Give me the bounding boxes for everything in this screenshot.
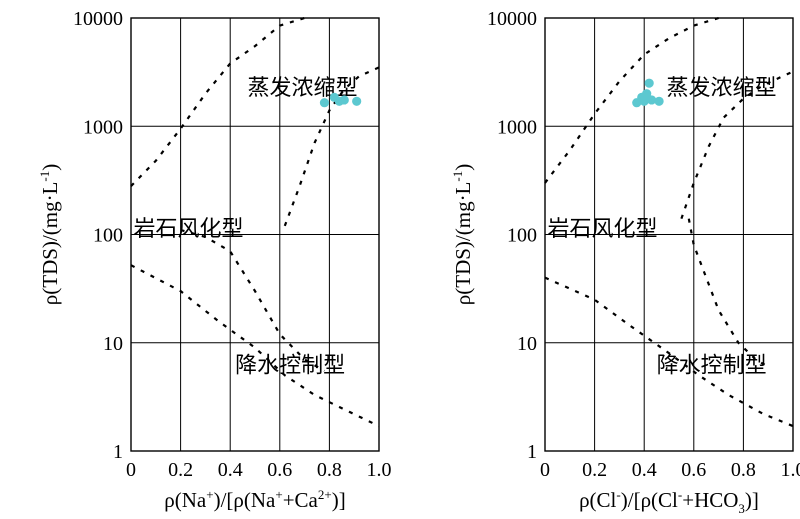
data-point [319, 98, 330, 108]
plot-frame [544, 17, 794, 452]
data-point [352, 96, 362, 106]
x-tick-label: 0.2 [582, 459, 607, 481]
y-tick-label: 1 [113, 441, 123, 463]
x-tick-label: 1.0 [781, 459, 800, 481]
y-tick-label: 10 [517, 333, 537, 355]
y-axis-label: ρ(TDS)/(mg·L-1) [450, 164, 475, 305]
x-tick-label: 0 [540, 459, 550, 481]
data-point [647, 95, 657, 105]
boundary-curve [687, 218, 769, 368]
x-tick-label: 0.2 [168, 459, 193, 481]
x-tick-label: 0.8 [731, 459, 756, 481]
plot-frame [130, 17, 380, 452]
boundary-curve [130, 16, 305, 187]
y-tick-label: 100 [93, 225, 123, 247]
y-tick-label: 1000 [497, 116, 537, 138]
x-tick-label: 0.6 [267, 459, 292, 481]
y-tick-label: 1 [527, 441, 537, 463]
data-point [654, 96, 664, 106]
data-point [642, 89, 652, 99]
x-tick-label: 0.4 [218, 459, 243, 481]
region-label: 降水控制型 [657, 353, 767, 378]
boundary-curve [544, 16, 719, 184]
y-axis-label: ρ(TDS)/(mg·L-1) [37, 164, 62, 305]
boundary-curve [180, 228, 325, 372]
data-point [639, 96, 649, 106]
data-point [644, 78, 654, 88]
data-point [339, 95, 349, 105]
x-tick-label: 0.6 [681, 459, 706, 481]
x-tick-label: 0.4 [632, 459, 657, 481]
x-tick-label: 1.0 [367, 459, 392, 481]
chart-panel-2: 0 0.2 0.4 0.6 0.8 1.0 1 10 100 1000 10000 蒸发浓缩型岩石风化… [450, 8, 800, 516]
boundary-curve [283, 66, 380, 227]
x-tick-label: 0.8 [317, 459, 342, 481]
region-label: 蒸发浓缩型 [667, 76, 777, 101]
y-tick-label: 10 [103, 333, 123, 355]
x-axis-label: ρ(Na+)/[ρ(Na++Ca2+)] [164, 487, 345, 512]
y-tick-label: 10000 [487, 8, 537, 30]
x-axis-label: ρ(Cl-)/[ρ(Cl-+HCO3)] [579, 487, 759, 516]
boundary-curve [544, 276, 794, 428]
region-label: 降水控制型 [235, 353, 345, 378]
x-tick-label: 0 [126, 459, 136, 481]
y-tick-label: 10000 [73, 8, 123, 30]
y-tick-label: 1000 [83, 116, 123, 138]
region-label: 岩石风化型 [133, 217, 243, 242]
region-label: 岩石风化型 [547, 217, 657, 242]
chart-panel-1: 0 0.2 0.4 0.6 0.8 1.0110100100010000蒸发浓缩型岩石风化… [37, 8, 392, 512]
y-tick-label: 100 [507, 225, 537, 247]
